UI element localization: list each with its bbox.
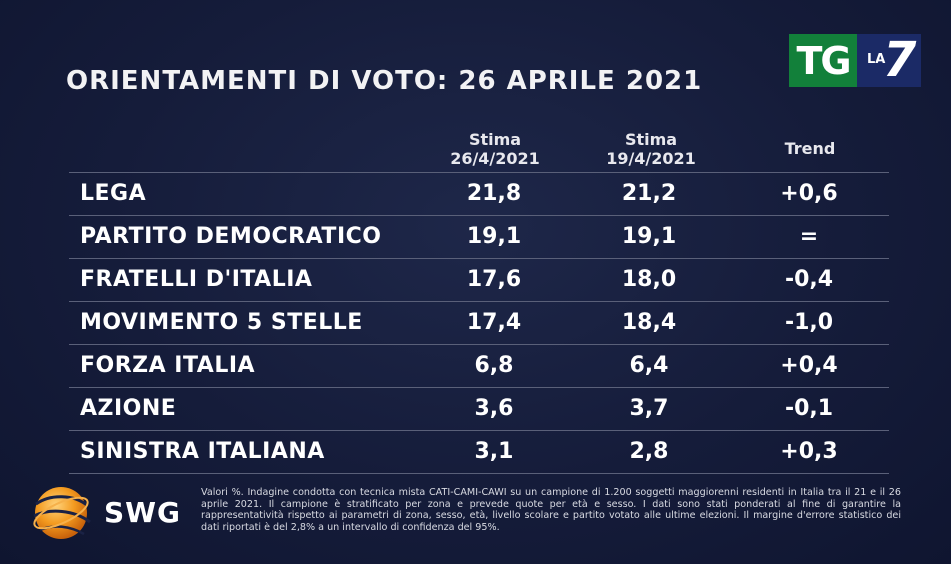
- table-row: SINISTRA ITALIANA 3,1 2,8 +0,3: [69, 430, 889, 474]
- table-row: LEGA 21,8 21,2 +0,6: [69, 172, 889, 215]
- column-header-stima-19: Stima 19/4/2021: [594, 130, 708, 168]
- estimate-current: 19,1: [466, 224, 522, 249]
- methodology-note: Valori %. Indagine condotta con tecnica …: [201, 487, 901, 533]
- column-header-line: 26/4/2021: [450, 149, 540, 168]
- la7-logo: LA 7: [857, 32, 921, 88]
- party-name: FORZA ITALIA: [80, 353, 256, 378]
- seven-logo-text: 7: [883, 32, 917, 88]
- swg-logo: SWG: [30, 482, 190, 542]
- estimate-previous: 6,4: [629, 353, 669, 378]
- estimate-current: 3,6: [474, 396, 514, 421]
- estimate-current: 17,4: [466, 310, 522, 335]
- tg-logo-text: TG: [789, 34, 857, 87]
- table-row: FORZA ITALIA 6,8 6,4 +0,4: [69, 344, 889, 387]
- trend-value: -1,0: [784, 310, 834, 335]
- swg-brand-text: SWG: [104, 496, 182, 529]
- estimate-previous: 18,4: [621, 310, 677, 335]
- table-row: PARTITO DEMOCRATICO 19,1 19,1 =: [69, 215, 889, 258]
- tg-la7-logo: TG LA 7: [789, 32, 921, 88]
- party-name: MOVIMENTO 5 STELLE: [80, 310, 363, 335]
- column-header-stima-26: Stima 26/4/2021: [438, 130, 552, 168]
- page-title: ORIENTAMENTI DI VOTO: 26 APRILE 2021: [66, 66, 703, 96]
- estimate-current: 21,8: [466, 181, 522, 206]
- trend-value: +0,3: [780, 439, 838, 464]
- party-name: SINISTRA ITALIANA: [80, 439, 325, 464]
- party-name: FRATELLI D'ITALIA: [80, 267, 313, 292]
- trend-value: +0,6: [780, 181, 838, 206]
- trend-value: +0,4: [780, 353, 838, 378]
- estimate-previous: 19,1: [621, 224, 677, 249]
- trend-value: -0,1: [784, 396, 834, 421]
- column-header-line: Stima: [468, 130, 522, 149]
- estimate-current: 17,6: [466, 267, 522, 292]
- orange-globe-icon: [33, 487, 91, 539]
- la-logo-text: LA: [867, 52, 886, 67]
- table-row: AZIONE 3,6 3,7 -0,1: [69, 387, 889, 430]
- column-header-trend: Trend: [784, 139, 836, 158]
- table-row: FRATELLI D'ITALIA 17,6 18,0 -0,4: [69, 258, 889, 301]
- column-header-line: Stima: [624, 130, 678, 149]
- trend-value: =: [799, 224, 819, 249]
- estimate-current: 6,8: [474, 353, 514, 378]
- table-row: MOVIMENTO 5 STELLE 17,4 18,4 -1,0: [69, 301, 889, 344]
- party-name: AZIONE: [80, 396, 177, 421]
- estimate-previous: 2,8: [629, 439, 669, 464]
- column-header-line: 19/4/2021: [606, 149, 696, 168]
- estimate-current: 3,1: [474, 439, 514, 464]
- trend-value: -0,4: [784, 267, 834, 292]
- party-name: PARTITO DEMOCRATICO: [80, 224, 382, 249]
- party-name: LEGA: [80, 181, 147, 206]
- estimate-previous: 21,2: [621, 181, 677, 206]
- estimate-previous: 18,0: [621, 267, 677, 292]
- estimate-previous: 3,7: [629, 396, 669, 421]
